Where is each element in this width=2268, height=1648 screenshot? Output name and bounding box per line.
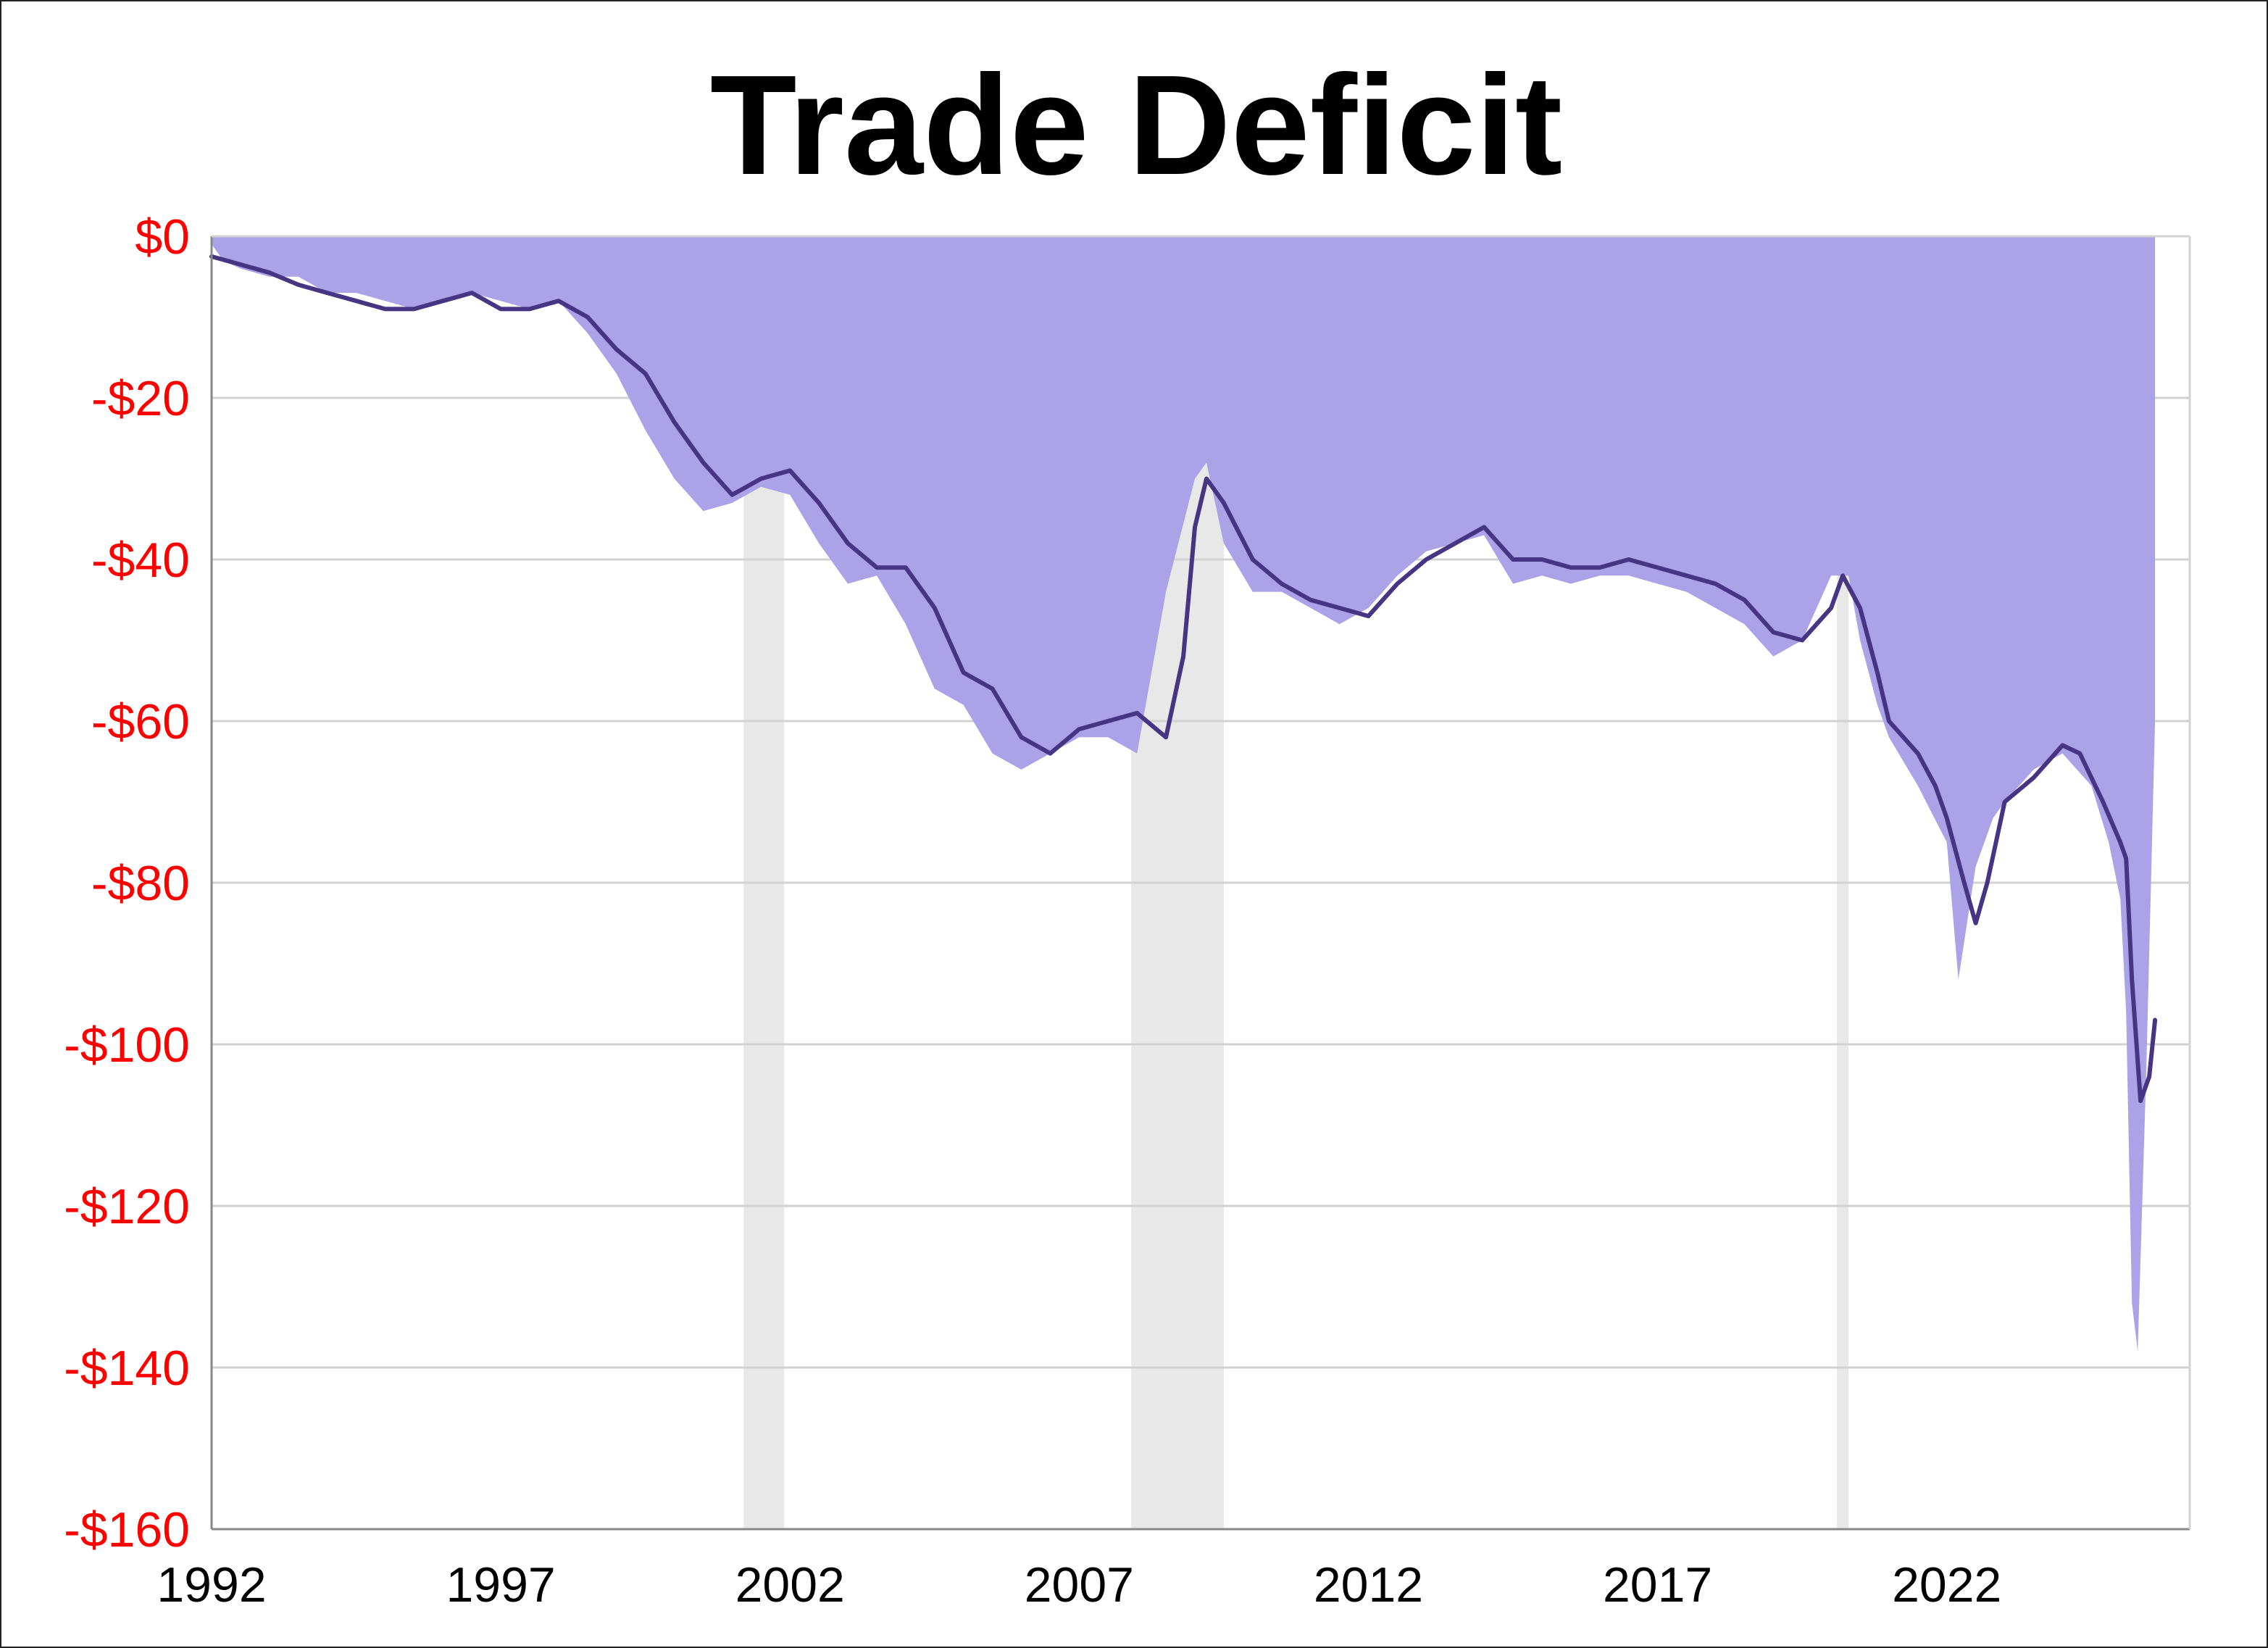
x-tick-label: 2007 [1025, 1557, 1134, 1612]
x-tick-label: 2002 [735, 1557, 845, 1612]
trade-deficit-moving-average-series [209, 254, 2158, 1103]
moving-average-line [209, 254, 2158, 1103]
chart-title: Trade Deficit [710, 46, 1562, 204]
trade-deficit-area-series [212, 236, 2156, 1352]
y-tick-label: $0 [135, 209, 190, 265]
trade-deficit-area [212, 236, 2156, 1352]
x-tick-label: 1992 [157, 1557, 266, 1612]
x-tick-label: 2022 [1892, 1557, 2001, 1612]
x-axis-tick-labels: 1992 1997 2002 2007 2012 2017 2022 [157, 1557, 2001, 1612]
y-tick-label: -$140 [64, 1341, 190, 1396]
y-tick-label: -$100 [64, 1017, 190, 1073]
y-tick-label: -$160 [64, 1502, 190, 1557]
x-tick-label: 2012 [1314, 1557, 1423, 1612]
y-tick-label: -$40 [91, 533, 190, 588]
y-axis-tick-labels: $0 -$20 -$40 -$60 -$80 -$100 -$120 -$140 -$160 [64, 209, 190, 1557]
y-tick-label: -$120 [64, 1179, 190, 1234]
x-tick-label: 1997 [446, 1557, 555, 1612]
x-tick-label: 2017 [1603, 1557, 1712, 1612]
plot-axes [210, 235, 2191, 1531]
y-tick-label: -$80 [91, 856, 190, 911]
y-tick-label: -$60 [91, 694, 190, 749]
y-tick-label: -$20 [91, 371, 190, 426]
